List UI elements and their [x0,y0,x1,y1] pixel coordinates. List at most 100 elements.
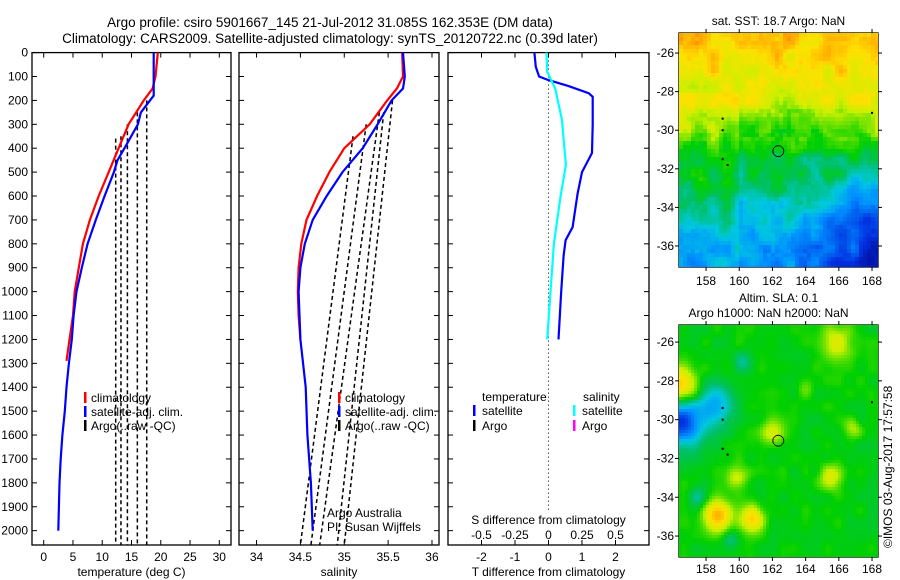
y-tick-label: 400 [8,141,28,155]
sst-map-image [679,33,878,267]
legend-label: Argo(..raw -QC) [91,419,176,433]
legend-swatch [338,420,341,431]
plot-frame [238,51,440,546]
argo-profile-line [310,124,367,546]
lat-tick-label: -30 [657,413,675,427]
y-tick-label: 100 [8,70,28,84]
legend-label: Argo [482,419,508,433]
x-tick-label: 15 [125,550,139,564]
plot-frame [447,51,650,546]
figure-title-line2: Climatology: CARS2009. Satellite-adjuste… [62,31,598,46]
x-tick-label: 25 [183,550,197,564]
y-tick-label: 800 [8,237,28,251]
legend-label: climatology [91,391,151,405]
x-axis-label: temperature (deg C) [77,565,185,579]
x-tick-label: 0 [545,550,552,564]
lat-tick-label: -36 [657,239,675,253]
y-tick-label: 1400 [1,380,28,394]
lon-tick-label: 160 [729,274,749,288]
x-tick-label: 0 [40,550,47,564]
lat-tick-label: -28 [657,374,675,388]
y-tick-label: 500 [8,165,28,179]
lon-tick-label: 166 [829,274,849,288]
salinity-tick-label: -0.25 [501,528,529,542]
salinity-axis-label: S difference from climatology [471,513,626,527]
y-tick-label: 0 [21,46,28,60]
series-line-satellite-adj [57,52,155,531]
lat-tick-label: -28 [657,85,675,99]
legend-swatch [84,392,87,403]
y-tick-label: 700 [8,213,28,227]
argo-profile-line [336,112,385,546]
legend-label: Argo(..raw -QC) [345,419,430,433]
x-tick-label: 20 [154,550,168,564]
sla-map-image [679,325,878,557]
lat-tick-label: -36 [657,529,675,543]
salinity-tick-label: 0.25 [570,528,594,542]
map-title: sat. SST: 18.7 Argo: NaN [712,14,845,28]
temperature-difference-line [533,52,594,340]
lon-tick-label: 158 [696,562,716,576]
lon-tick-label: 168 [862,274,882,288]
lon-tick-label: 164 [796,274,816,288]
y-tick-label: 2000 [1,524,28,538]
lon-tick-label: 160 [729,562,749,576]
legend-swatch [473,420,476,431]
argo-profile-line [299,136,354,546]
lat-tick-label: -26 [657,46,675,60]
y-tick-label: 900 [8,261,28,275]
salinity-panel: 34 34.5 35 35.5 36 salinity climatologysatelli… [238,51,440,579]
y-tick-label: 1700 [1,452,28,466]
y-tick-label: 1800 [1,476,28,490]
difference-panel: -2 -1 0 1 2T difference from climatology S di… [447,51,650,579]
map-title: Altim. SLA: 0.1 [739,291,819,305]
y-tick-label: 1300 [1,356,28,370]
x-tick-label: 30 [213,550,227,564]
legend-label: satellite-adj. clim. [91,405,183,419]
x-tick-label: 36 [425,550,439,564]
lat-tick-label: -34 [657,490,675,504]
x-tick-label: 34 [250,550,264,564]
y-tick-label: 1900 [1,500,28,514]
lat-tick-label: -32 [657,451,675,465]
x-tick-label: 1 [579,550,586,564]
lat-tick-label: -34 [657,200,675,214]
salinity-tick-label: -0.5 [471,528,492,542]
x-tick-label: -1 [510,550,521,564]
salinity-tick-label: 0.5 [607,528,624,542]
lon-tick-label: 158 [696,274,716,288]
legend-label: satellite [482,404,523,418]
x-tick-label: -2 [476,550,487,564]
salinity-tick-label: 0 [545,528,552,542]
lat-tick-label: -26 [657,335,675,349]
lon-tick-label: 166 [829,562,849,576]
y-tick-label: 200 [8,93,28,107]
imos-timestamp: ©IMOS 03-Aug-2017 17:57:58 [881,385,895,548]
lat-tick-label: -32 [657,162,675,176]
sst-map-axes: sat. SST: 18.7 Argo: NaN 158 160 162 164 166 1… [657,14,883,288]
x-tick-label: 34.5 [289,550,313,564]
y-tick-label: 300 [8,117,28,131]
y-tick-label: 1200 [1,332,28,346]
x-axis-label: T difference from climatology [472,565,626,579]
legend-swatch [473,405,476,416]
series-line-satellite-adj [297,52,406,531]
y-tick-label: 1100 [2,309,28,323]
salinity-axis-background [460,512,640,540]
x-axis-label: salinity [321,565,358,579]
x-tick-label: 2 [612,550,619,564]
map-subtitle: Argo h1000: NaN h2000: NaN [688,306,848,320]
legend-label: satellite [582,404,623,418]
lon-tick-label: 162 [762,562,782,576]
lon-tick-label: 164 [796,562,816,576]
y-tick-label: 1000 [1,285,28,299]
credit-line2: PI: Susan Wijffels [327,520,421,534]
legend-swatch [338,406,341,417]
credit-line1: Argo Australia [327,506,402,520]
x-tick-label: 35 [338,550,352,564]
legend-swatch [573,420,576,431]
figure-title-line1: Argo profile: csiro 5901667_145 21-Jul-2… [107,15,553,30]
y-tick-label: 1600 [1,428,28,442]
